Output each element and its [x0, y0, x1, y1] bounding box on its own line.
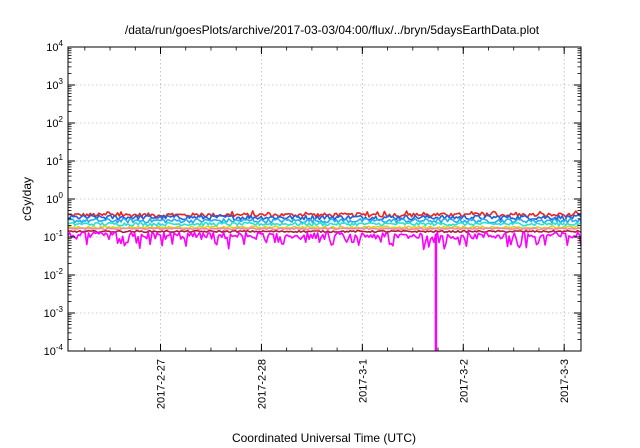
y-tick-label: 104	[46, 39, 63, 54]
series-group	[67, 210, 582, 351]
x-tick-label: 2017-3-1	[357, 359, 369, 403]
data-series-line	[67, 217, 582, 224]
x-tick-label: 2017-3-3	[559, 359, 571, 403]
x-tick-label: 2017-3-2	[458, 359, 470, 403]
grid	[68, 47, 581, 351]
plot-frame	[67, 46, 582, 352]
y-axis-label: cGy/day	[20, 177, 34, 221]
y-tick-label: 103	[46, 77, 63, 92]
x-axis-label: Coordinated Universal Time (UTC)	[232, 431, 416, 445]
y-tick-label: 10-1	[44, 229, 64, 244]
y-tick-label: 102	[46, 115, 63, 130]
data-series-line	[67, 229, 582, 234]
data-series-line	[67, 221, 582, 227]
data-series-line	[67, 227, 582, 231]
x-tick-label: 2017-2-28	[256, 359, 268, 409]
chart-title: /data/run/goesPlots/archive/2017-03-03/0…	[125, 23, 540, 37]
y-tick-label: 101	[46, 153, 63, 168]
x-tick-label: 2017-2-27	[156, 359, 168, 409]
y-tick-label: 100	[46, 191, 63, 206]
ticks-group: 10-4 10-3 10-2 10-1 100 101 102 103 104 2017-2-27…	[44, 39, 581, 409]
data-series-line	[67, 231, 582, 251]
y-tick-label: 10-2	[44, 267, 64, 282]
data-series-line	[67, 210, 582, 218]
data-series-line	[67, 214, 582, 221]
y-tick-label: 10-3	[44, 305, 64, 320]
y-tick-label: 10-4	[44, 343, 64, 358]
